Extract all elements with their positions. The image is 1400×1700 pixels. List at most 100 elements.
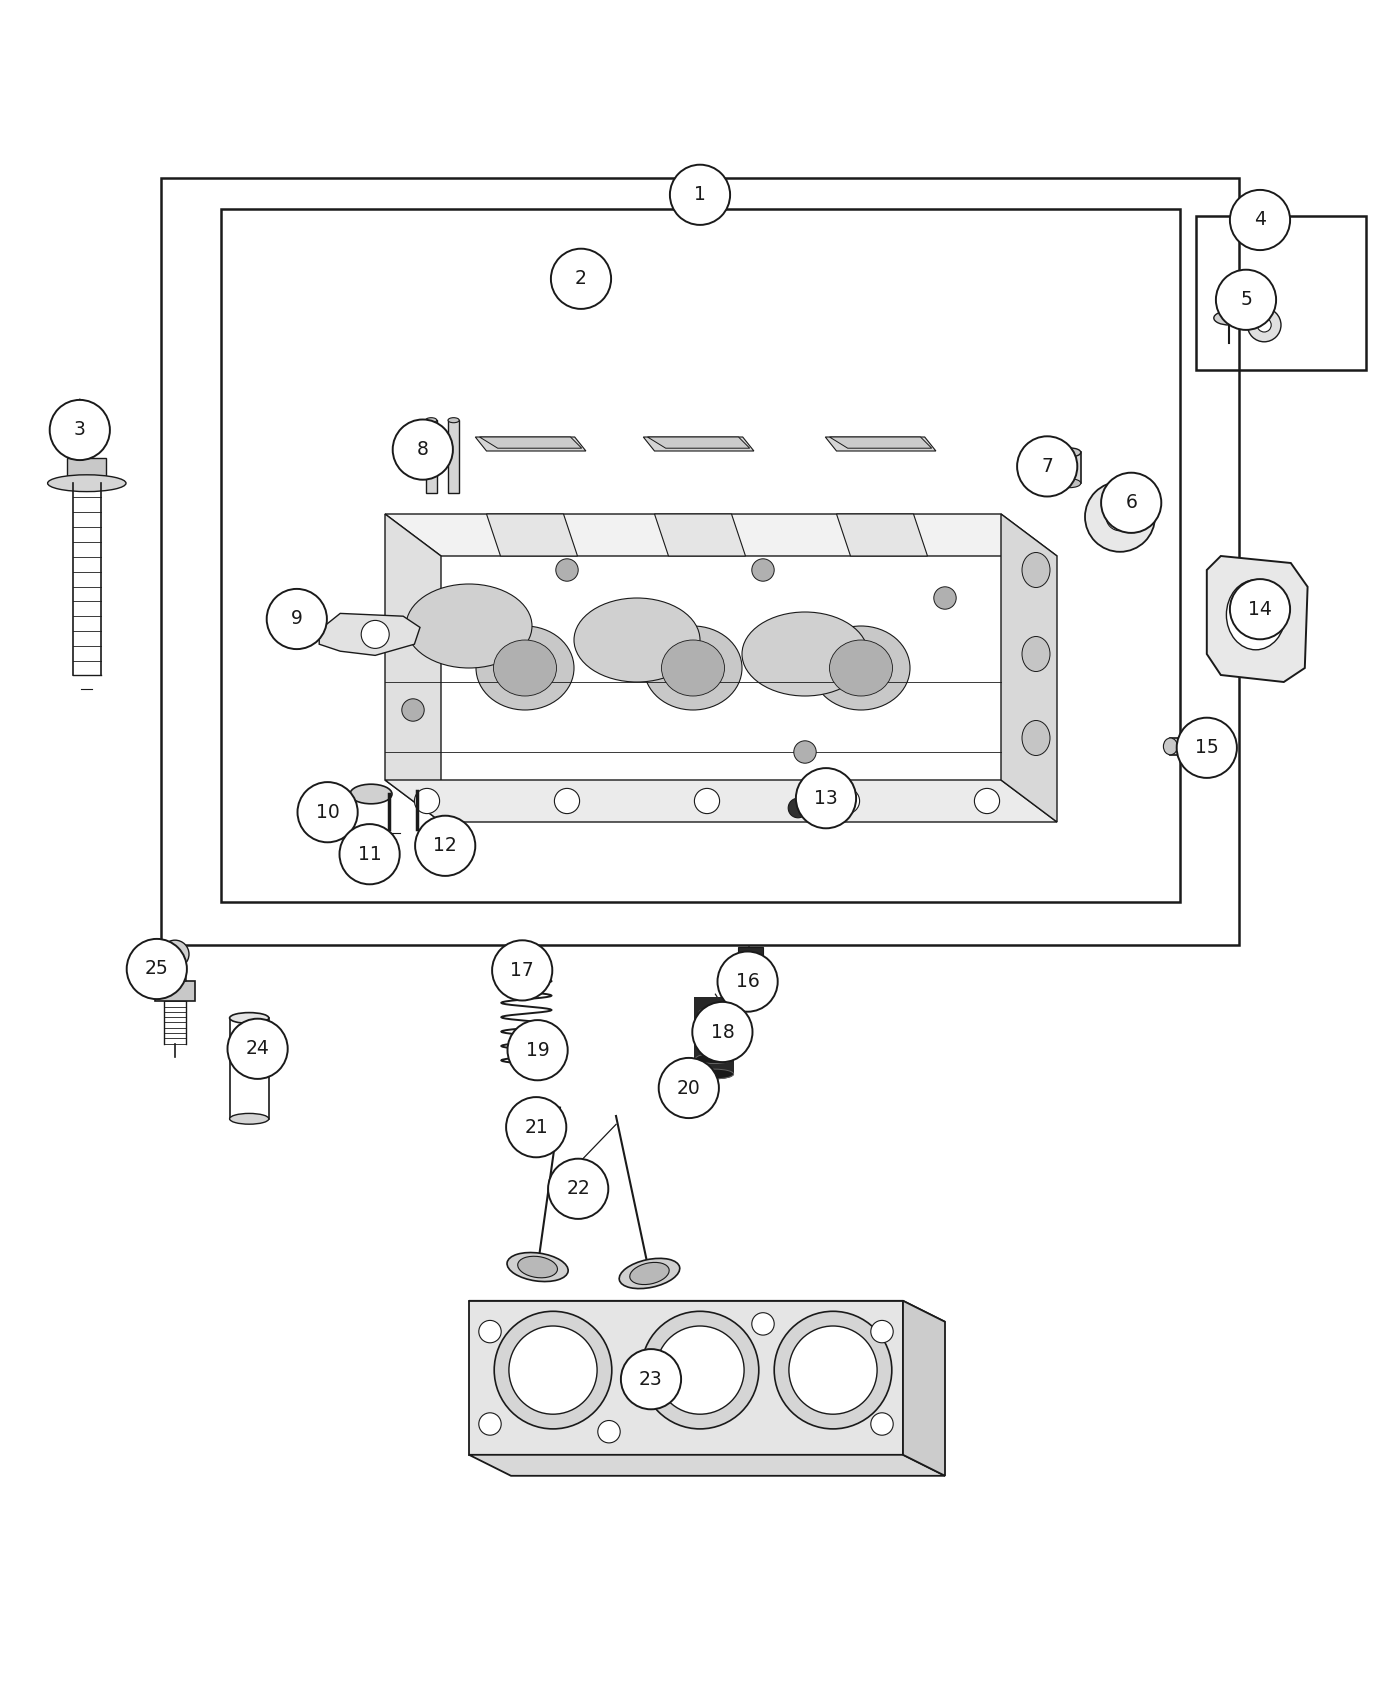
Polygon shape xyxy=(837,513,927,556)
Text: 2: 2 xyxy=(575,269,587,289)
Text: 4: 4 xyxy=(1254,211,1266,230)
Circle shape xyxy=(1102,473,1162,532)
Ellipse shape xyxy=(1022,552,1050,588)
Bar xyxy=(161,178,1239,945)
Circle shape xyxy=(361,620,389,648)
Polygon shape xyxy=(829,437,932,449)
Circle shape xyxy=(228,1018,288,1080)
Text: 24: 24 xyxy=(245,1039,270,1059)
Circle shape xyxy=(479,1413,501,1435)
Ellipse shape xyxy=(644,626,742,711)
Circle shape xyxy=(692,1001,753,1062)
Ellipse shape xyxy=(694,1069,734,1080)
Text: 6: 6 xyxy=(1126,493,1137,512)
Bar xyxy=(1058,452,1081,483)
Polygon shape xyxy=(469,1300,903,1455)
Circle shape xyxy=(641,1311,759,1430)
Polygon shape xyxy=(385,780,1057,823)
Circle shape xyxy=(297,782,358,842)
Ellipse shape xyxy=(1022,636,1050,672)
Text: 22: 22 xyxy=(567,1180,589,1198)
Polygon shape xyxy=(469,1455,945,1476)
Circle shape xyxy=(1215,270,1277,330)
Text: 18: 18 xyxy=(711,1022,734,1042)
Text: 17: 17 xyxy=(511,960,533,979)
Bar xyxy=(526,955,546,972)
Circle shape xyxy=(1257,318,1271,332)
Polygon shape xyxy=(647,437,750,449)
Circle shape xyxy=(774,1311,892,1430)
Text: 9: 9 xyxy=(291,610,302,629)
Ellipse shape xyxy=(669,1098,711,1112)
Ellipse shape xyxy=(426,418,437,423)
Circle shape xyxy=(794,741,816,763)
Ellipse shape xyxy=(448,418,459,423)
Circle shape xyxy=(550,248,610,309)
Polygon shape xyxy=(903,1300,945,1476)
Circle shape xyxy=(554,789,580,814)
Circle shape xyxy=(339,824,400,884)
Ellipse shape xyxy=(1226,580,1285,649)
Circle shape xyxy=(1016,437,1078,496)
Bar xyxy=(448,420,459,493)
Text: 19: 19 xyxy=(526,1040,549,1059)
Circle shape xyxy=(414,789,440,814)
Circle shape xyxy=(1085,481,1155,552)
Ellipse shape xyxy=(696,1054,732,1064)
Circle shape xyxy=(507,1096,566,1158)
Circle shape xyxy=(974,789,1000,814)
Circle shape xyxy=(556,559,578,581)
Text: 20: 20 xyxy=(678,1078,700,1098)
Ellipse shape xyxy=(406,585,532,668)
Circle shape xyxy=(479,1321,501,1343)
Ellipse shape xyxy=(1214,311,1245,325)
Ellipse shape xyxy=(699,1008,729,1017)
Circle shape xyxy=(127,938,188,1000)
Ellipse shape xyxy=(1163,738,1177,755)
Ellipse shape xyxy=(574,598,700,682)
Polygon shape xyxy=(319,614,420,656)
Ellipse shape xyxy=(230,1114,269,1124)
Circle shape xyxy=(266,588,328,649)
Polygon shape xyxy=(475,437,587,451)
Text: 11: 11 xyxy=(358,845,381,864)
Bar xyxy=(67,457,106,483)
Ellipse shape xyxy=(1058,479,1081,488)
Text: 15: 15 xyxy=(1196,738,1218,756)
Bar xyxy=(426,420,437,493)
Ellipse shape xyxy=(518,1256,557,1278)
Polygon shape xyxy=(487,513,577,556)
Circle shape xyxy=(795,768,857,828)
Circle shape xyxy=(494,1311,612,1430)
Circle shape xyxy=(402,699,424,721)
Ellipse shape xyxy=(742,612,868,695)
Text: 14: 14 xyxy=(1247,600,1273,619)
Ellipse shape xyxy=(630,1263,669,1285)
Polygon shape xyxy=(826,437,935,451)
Circle shape xyxy=(871,1321,893,1343)
Ellipse shape xyxy=(230,1013,269,1023)
Circle shape xyxy=(655,1326,745,1414)
Ellipse shape xyxy=(507,1253,568,1282)
Bar xyxy=(1196,216,1366,371)
Text: 25: 25 xyxy=(146,959,168,979)
Polygon shape xyxy=(385,513,441,823)
Ellipse shape xyxy=(48,474,126,491)
Circle shape xyxy=(1106,503,1134,530)
Circle shape xyxy=(510,1326,596,1414)
Circle shape xyxy=(507,1020,568,1080)
Text: 3: 3 xyxy=(74,420,85,440)
Bar xyxy=(155,981,195,1001)
Polygon shape xyxy=(655,513,745,556)
Circle shape xyxy=(1176,717,1238,779)
Circle shape xyxy=(50,400,109,461)
Text: 8: 8 xyxy=(417,440,428,459)
Bar xyxy=(221,209,1180,901)
Text: 7: 7 xyxy=(1042,457,1053,476)
Ellipse shape xyxy=(812,626,910,711)
Ellipse shape xyxy=(619,1258,680,1289)
Ellipse shape xyxy=(1022,721,1050,755)
Circle shape xyxy=(622,1350,682,1409)
Polygon shape xyxy=(164,959,186,981)
Text: 21: 21 xyxy=(525,1117,547,1137)
